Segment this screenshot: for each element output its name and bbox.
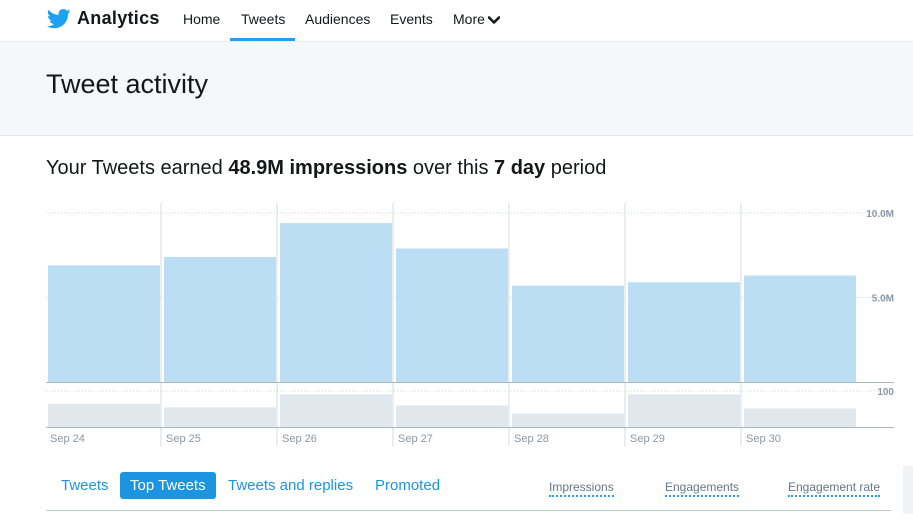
impressions-bar	[512, 285, 624, 382]
tab-tweets[interactable]: Tweets	[61, 477, 109, 494]
page-title: Tweet activity	[46, 69, 209, 99]
twitter-bird-icon[interactable]	[47, 9, 71, 29]
date-label: Sep 28	[514, 433, 549, 445]
table-divider	[46, 510, 891, 511]
date-label: Sep 30	[746, 433, 781, 445]
date-label: Sep 25	[166, 433, 201, 445]
engagements-bar	[164, 407, 276, 427]
tab-top-tweets[interactable]: Top Tweets	[120, 472, 216, 499]
date-label: Sep 29	[630, 433, 665, 445]
date-label: Sep 26	[282, 433, 317, 445]
impressions-bar	[396, 248, 508, 382]
engagements-bar	[280, 394, 392, 427]
summary-prefix: Your Tweets earned	[46, 157, 229, 179]
scrollbar[interactable]	[903, 466, 913, 514]
date-label: Sep 27	[398, 433, 433, 445]
brand-title[interactable]: Analytics	[77, 8, 160, 28]
impressions-bar	[628, 282, 740, 382]
nav-tweets[interactable]: Tweets	[241, 11, 286, 27]
header-band: Tweet activity	[0, 42, 913, 136]
summary-impressions: 48.9M impressions	[228, 157, 408, 179]
summary-period: 7 day	[494, 157, 546, 179]
impressions-bar	[48, 265, 160, 382]
summary-middle: over this	[407, 157, 495, 179]
impressions-bar	[280, 223, 392, 382]
chevron-down-icon[interactable]	[488, 16, 500, 25]
y-tick-label: 10.0M	[866, 209, 894, 220]
engagements-bar	[512, 413, 624, 427]
active-nav-indicator	[230, 38, 295, 41]
impressions-summary: Your Tweets earned 48.9M impressions ove…	[46, 157, 606, 180]
tab-tweets-and-replies[interactable]: Tweets and replies	[228, 477, 354, 494]
column-engagements[interactable]: Engagements	[665, 480, 740, 497]
nav-audiences[interactable]: Audiences	[305, 11, 371, 27]
top-nav: Analytics Home Tweets Audiences Events M…	[0, 0, 913, 42]
nav-home[interactable]: Home	[183, 11, 221, 27]
impressions-bar	[164, 256, 276, 382]
nav-events[interactable]: Events	[390, 11, 433, 27]
y-tick-label: 5.0M	[872, 294, 894, 305]
impressions-chart: Sep 24 Sep 25 Sep 26 Sep 27 Sep 28 Sep 29 Sep …	[46, 203, 894, 446]
date-label: Sep 24	[50, 433, 85, 445]
engagements-bar	[628, 394, 740, 427]
tab-promoted[interactable]: Promoted	[375, 477, 441, 494]
engagements-bar	[48, 403, 160, 427]
summary-suffix: period	[545, 157, 607, 179]
y-tick-label: 100	[877, 387, 894, 398]
impressions-bar	[744, 275, 856, 382]
engagements-bar	[744, 408, 856, 427]
nav-more[interactable]: More	[453, 11, 485, 27]
column-engagement-rate[interactable]: Engagement rate	[788, 480, 881, 497]
column-impressions[interactable]: Impressions	[549, 480, 614, 497]
engagements-bar	[396, 405, 508, 427]
